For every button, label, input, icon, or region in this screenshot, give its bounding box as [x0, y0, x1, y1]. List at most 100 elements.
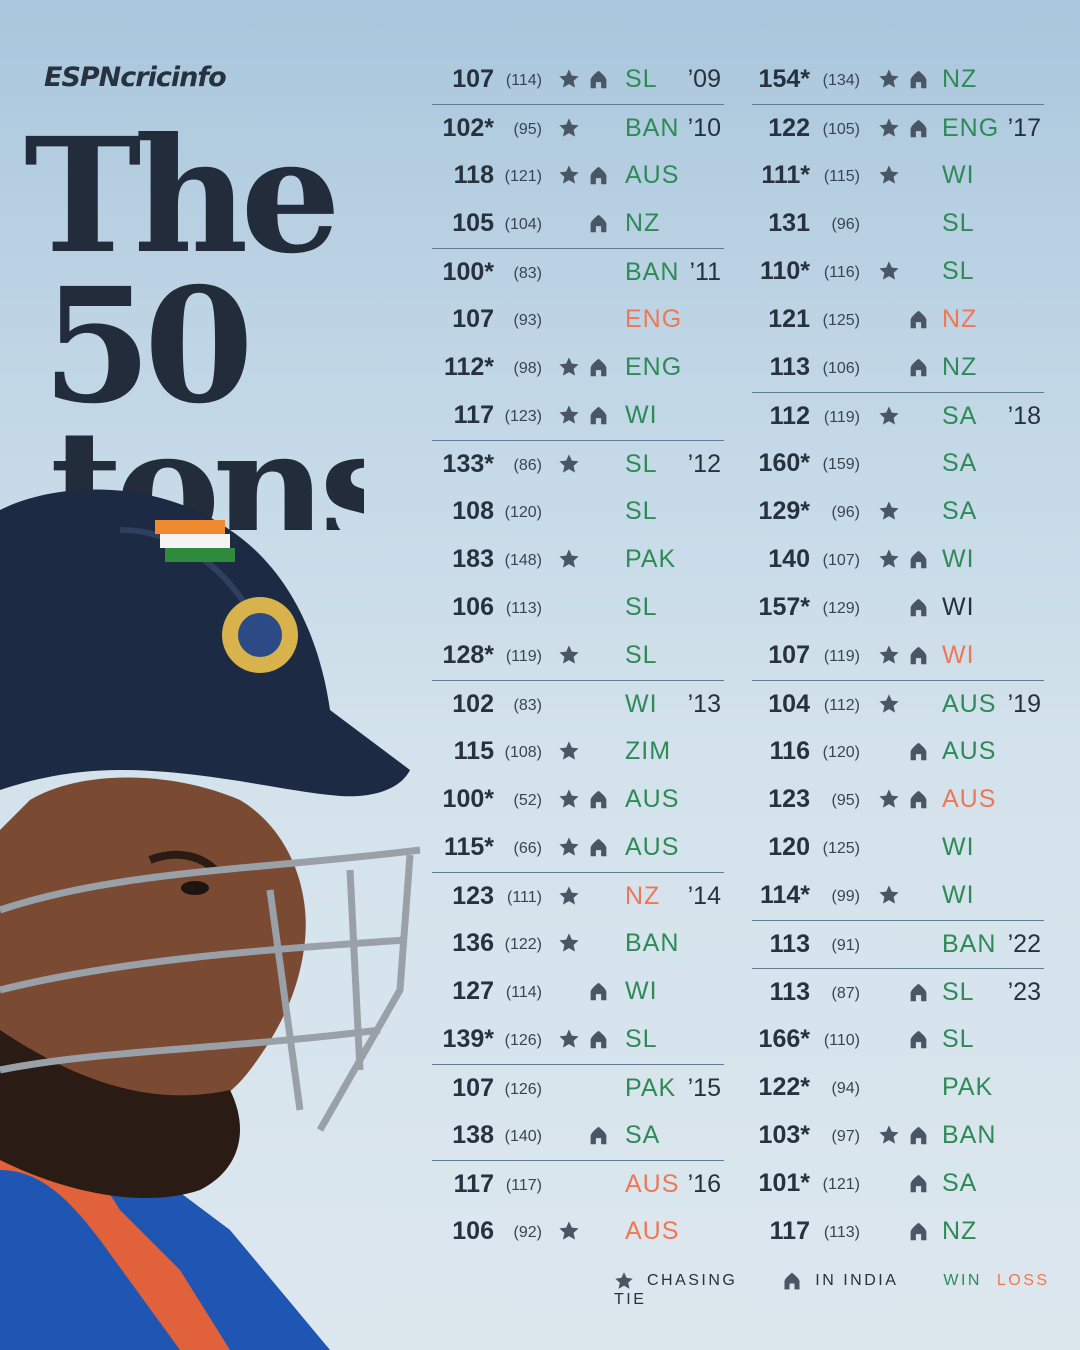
opponent: SA	[942, 497, 978, 525]
house-icon	[588, 405, 610, 427]
house-icon	[588, 165, 610, 187]
ton-row: 107 (93) ENG	[432, 296, 724, 344]
tons-column-left: 107 (114) SL ’09 102* (95) BAN ’10 118 (121) AUS 10…	[432, 56, 724, 1256]
runs: 127	[452, 977, 494, 1005]
opponent: NZ	[625, 882, 661, 910]
balls: (125)	[822, 840, 860, 857]
star-icon	[878, 788, 900, 810]
opponent: WI	[625, 690, 658, 718]
ton-row: 102 (83) WI ’13	[432, 680, 724, 728]
runs: 112*	[443, 353, 494, 381]
balls: (114)	[505, 72, 542, 89]
balls: (98)	[513, 360, 542, 377]
legend-tie: TIE	[614, 1291, 647, 1308]
ton-row: 105 (104) NZ	[432, 200, 724, 248]
opponent: AUS	[942, 690, 997, 718]
opponent: PAK	[625, 545, 677, 573]
legend-loss: LOSS	[996, 1272, 1050, 1289]
opponent: SL	[625, 641, 658, 669]
ton-row: 136 (122) BAN	[432, 920, 724, 968]
ton-row: 139* (126) SL	[432, 1016, 724, 1064]
ton-row: 113 (91) BAN ’22	[752, 920, 1044, 968]
opponent: AUS	[625, 785, 680, 813]
year: ’15	[687, 1074, 721, 1102]
opponent: WI	[942, 161, 975, 189]
runs: 136	[452, 929, 494, 957]
opponent: SL	[625, 593, 658, 621]
opponent: SA	[625, 1121, 661, 1149]
runs: 122	[768, 114, 810, 142]
house-icon	[588, 981, 610, 1003]
balls: (110)	[823, 1032, 860, 1049]
ton-row: 107 (114) SL ’09	[432, 56, 724, 104]
house-icon	[908, 69, 930, 91]
star-icon	[558, 68, 580, 90]
runs: 108	[452, 497, 494, 525]
ton-row: 106 (113) SL	[432, 584, 724, 632]
star-icon	[558, 548, 580, 570]
runs: 118	[453, 161, 494, 189]
star-icon	[878, 693, 900, 715]
star-icon	[615, 1272, 633, 1289]
opponent: NZ	[942, 353, 978, 381]
opponent: WI	[625, 401, 658, 429]
balls: (134)	[822, 72, 860, 89]
runs: 139*	[442, 1025, 494, 1053]
runs: 121	[768, 305, 810, 333]
opponent: ENG	[625, 353, 683, 381]
balls: (119)	[823, 409, 860, 426]
house-icon	[588, 69, 610, 91]
runs: 107	[452, 65, 494, 93]
runs: 128*	[442, 641, 494, 669]
opponent: AUS	[625, 161, 680, 189]
ton-row: 104 (112) AUS ’19	[752, 680, 1044, 728]
star-icon	[558, 356, 580, 378]
balls: (94)	[831, 1080, 860, 1097]
ton-row: 183 (148) PAK	[432, 536, 724, 584]
star-icon	[878, 644, 900, 666]
runs: 104	[768, 690, 810, 718]
house-icon	[908, 118, 930, 140]
balls: (122)	[504, 936, 542, 953]
balls: (140)	[504, 1128, 542, 1145]
opponent: AUS	[942, 785, 997, 813]
star-icon	[558, 117, 580, 139]
balls: (108)	[504, 744, 542, 761]
balls: (83)	[513, 265, 542, 282]
runs: 117	[453, 401, 494, 429]
balls: (52)	[513, 792, 542, 809]
star-icon	[558, 404, 580, 426]
ton-row: 122* (94) PAK	[752, 1064, 1044, 1112]
balls: (107)	[822, 552, 860, 569]
balls: (123)	[504, 408, 542, 425]
helmet	[0, 489, 410, 797]
year: ’18	[1007, 402, 1041, 430]
ton-row: 106 (92) AUS	[432, 1208, 724, 1256]
balls: (91)	[831, 937, 860, 954]
house-icon	[908, 549, 930, 571]
star-icon	[878, 164, 900, 186]
runs: 140	[768, 545, 810, 573]
opponent: BAN	[942, 1121, 997, 1149]
ton-row: 121 (125) NZ	[752, 296, 1044, 344]
runs: 110*	[759, 257, 810, 285]
runs: 103*	[758, 1121, 810, 1149]
ton-row: 133* (86) SL ’12	[432, 440, 724, 488]
runs: 102*	[442, 114, 494, 142]
opponent: PAK	[625, 1074, 677, 1102]
helmet-grille	[0, 846, 421, 1132]
opponent: NZ	[625, 209, 661, 237]
star-icon	[558, 644, 580, 666]
star-icon	[558, 885, 580, 907]
balls: (87)	[831, 985, 860, 1002]
balls: (120)	[504, 504, 542, 521]
runs: 113	[769, 978, 810, 1006]
balls: (125)	[822, 312, 860, 329]
ton-row: 160* (159) SA	[752, 440, 1044, 488]
runs: 100*	[442, 785, 494, 813]
opponent: SL	[942, 209, 975, 237]
balls: (95)	[513, 121, 542, 138]
ton-row: 138 (140) SA	[432, 1112, 724, 1160]
runs: 183	[452, 545, 494, 573]
house-icon	[908, 597, 930, 619]
